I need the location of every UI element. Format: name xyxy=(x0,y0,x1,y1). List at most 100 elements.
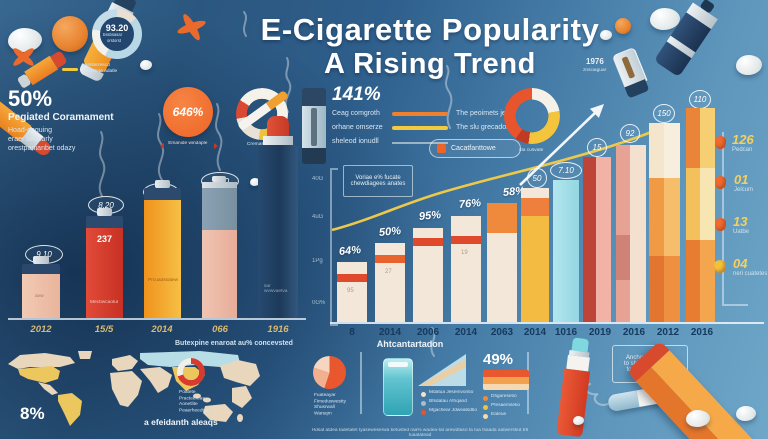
pebble-decoration xyxy=(736,55,762,75)
x-label: 1916 xyxy=(267,324,289,335)
x-label: 8 xyxy=(349,327,355,338)
x-label: 2014 xyxy=(454,327,478,338)
stat-bullet-icon xyxy=(715,136,726,149)
arrow-right-icon xyxy=(214,143,218,149)
bar-inner-value: 19 xyxy=(461,250,468,256)
bullet-icon xyxy=(421,410,426,415)
pebble-decoration xyxy=(573,416,584,425)
donut-value: 93.20 xyxy=(105,23,129,33)
yellow-dash-icon xyxy=(62,68,78,71)
divider xyxy=(360,352,362,414)
y-tick: 0G% xyxy=(312,300,326,306)
stat-description: Hoad-onguing eraer becnarly orestpamanbe… xyxy=(8,127,76,152)
legend-swatch-orange xyxy=(392,112,448,116)
bullet-icon xyxy=(421,401,426,406)
right-bar-yellow xyxy=(686,108,715,322)
category-pill: Cacatfanttowe xyxy=(429,139,521,158)
pie-legend: Fuateayar Fimeduswestty Shusrwall Warsqm xyxy=(314,393,347,416)
vape-mod-icon xyxy=(300,88,328,166)
center-bar xyxy=(521,188,549,322)
footer-note: Hdsat atdea tadetatet tyaseweserwa betus… xyxy=(311,428,529,438)
legend-swatch-yellow xyxy=(392,126,448,130)
map-stat-label: a efeidanth aleaqs xyxy=(144,417,218,427)
donut-subtext: bssbsasar xyxy=(103,33,123,38)
orange-ball-icon xyxy=(615,18,631,34)
bar-badge: 150 xyxy=(653,104,675,123)
bar-badge: 92 xyxy=(620,124,640,143)
donut-chart-9320: 93.20 bssbsasar orstorst xyxy=(92,9,142,59)
stat-bullet-icon xyxy=(715,176,726,189)
donut-subtext: orstorst xyxy=(106,39,121,44)
x-label: 15/5 xyxy=(94,324,114,335)
bar-badge: 110 xyxy=(689,90,711,109)
bar-2014-left: Prcuadssatew xyxy=(144,180,181,318)
smoke-wisps xyxy=(98,11,609,406)
bar-pct-label: 76% xyxy=(458,197,482,211)
stat-title: Pegiated Coramament xyxy=(8,112,114,123)
bar-066 xyxy=(202,176,237,318)
bar-caption: Mecbwcaotul xyxy=(90,300,119,305)
x-label: 2016 xyxy=(690,327,714,338)
y-tick: 4uG xyxy=(312,214,324,220)
left-axis-line xyxy=(8,318,306,320)
bar-1916: sar wvwvaetva xyxy=(258,116,298,318)
pebble-decoration xyxy=(140,60,152,70)
main-axis-line xyxy=(330,322,764,324)
x-label: 2012 xyxy=(30,324,52,335)
legend-label: Ceag comgroth xyxy=(332,110,380,117)
orange-circle-value: 646% xyxy=(172,105,204,119)
orange-circle-stat: 646% xyxy=(163,87,213,137)
legend-label: orhane omserze xyxy=(332,124,383,131)
note-box-line: chewdiagees anates xyxy=(350,181,406,187)
note-1976: 1976 xyxy=(586,57,604,66)
center-bar: 95 xyxy=(337,262,367,322)
stats-bracket-foot xyxy=(722,304,748,306)
pie-chart-small xyxy=(313,356,346,389)
arrow-left-icon xyxy=(160,143,164,149)
center-bar xyxy=(413,228,443,322)
stat-label: Uatbe xyxy=(733,229,750,235)
pebble-decoration xyxy=(600,30,612,40)
right-bar-pink xyxy=(616,145,646,322)
x-label: 1016 xyxy=(554,327,578,338)
triangle-growth-chart xyxy=(418,354,466,386)
headline-141: 141% xyxy=(332,84,381,105)
stat-bullet-icon xyxy=(715,218,726,231)
pebble-decoration xyxy=(736,406,756,421)
pebble-decoration xyxy=(686,410,710,427)
pill-label: Cacatfanttowe xyxy=(451,145,496,152)
bar-15-5: 237 Mecbwcaotul xyxy=(86,208,123,318)
bar-badge: 15 xyxy=(587,138,607,157)
chart-note-box: Voriae e% fucate chewdiagees anates xyxy=(343,165,413,197)
cigarette-donut-label: Cremasgme xyxy=(240,142,280,147)
bar-2012: avw xyxy=(22,256,60,318)
stacked-bar-legend: Dfigaresetio Pfesaemsetio Eateue xyxy=(483,394,543,421)
dash-note: qasnterrescd ndseetvte adatle xyxy=(82,63,118,74)
stat-value: 126 xyxy=(732,132,754,147)
y-tick: 1Pg xyxy=(312,258,323,264)
bar-badge: 7.10 xyxy=(550,162,582,179)
bar-inner-value: 95 xyxy=(347,288,354,294)
bar-caption: avw xyxy=(35,294,44,299)
x-label: 2014 xyxy=(523,327,547,338)
legend-label: The slu grecadore xyxy=(456,124,513,131)
bar-value: 237 xyxy=(96,234,113,244)
x-label: 066 xyxy=(212,324,228,335)
right-bar-cyan xyxy=(553,180,579,322)
bullet-icon xyxy=(483,414,488,419)
stat-label: Pedcan xyxy=(732,147,753,153)
page-title-line1: E-Cigarette Popularity xyxy=(260,12,600,47)
center-bar: 27 xyxy=(375,243,405,322)
bar-pct-label: 50% xyxy=(378,225,402,239)
x-label: 2012 xyxy=(656,327,680,338)
bottom-section-heading: Ahtcantartadon xyxy=(376,339,444,349)
left-chart-footnote: Butexpine enaroat au% concevsted xyxy=(175,340,293,347)
rising-arrow-head xyxy=(589,104,604,118)
x-label: 2016 xyxy=(622,327,646,338)
stat-label: Jelcum xyxy=(734,187,754,193)
x-label: 2014 xyxy=(378,327,402,338)
center-donut-chart xyxy=(504,88,560,144)
bar-pct-label: 95% xyxy=(418,209,442,223)
bullet-icon xyxy=(483,405,488,410)
